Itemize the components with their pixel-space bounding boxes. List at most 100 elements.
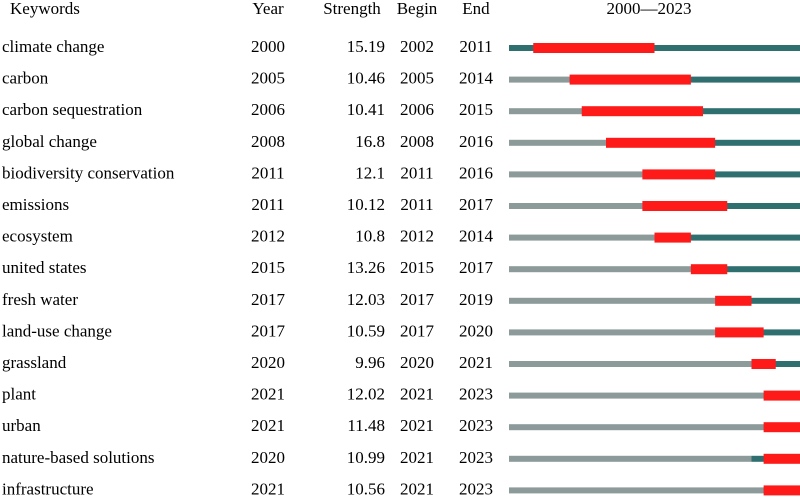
header-year: Year	[252, 0, 284, 18]
begin-value: 2017	[400, 290, 435, 309]
begin-value: 2002	[400, 37, 434, 56]
inactive-segment	[509, 108, 582, 115]
table-row: urban 2021 11.48 2021 2023	[2, 416, 800, 435]
strength-value: 12.02	[347, 385, 385, 404]
active-segment	[715, 297, 800, 304]
table-row: ecosystem 2012 10.8 2012 2014	[2, 227, 800, 246]
strength-value: 10.46	[347, 69, 385, 88]
strength-value: 10.41	[347, 100, 385, 119]
end-value: 2023	[459, 385, 493, 404]
burst-segment	[763, 485, 800, 496]
table-row: carbon 2005 10.46 2005 2014	[2, 69, 800, 88]
keyword-label: fresh water	[2, 290, 78, 309]
year-value: 2015	[251, 258, 285, 277]
burst-segment	[763, 390, 800, 401]
strength-value: 15.19	[347, 37, 385, 56]
year-value: 2020	[251, 353, 285, 372]
year-value: 2006	[251, 100, 285, 119]
inactive-segment	[509, 76, 570, 83]
end-value: 2023	[459, 479, 493, 498]
strength-value: 10.59	[347, 321, 385, 340]
end-value: 2017	[459, 258, 494, 277]
end-value: 2014	[459, 227, 494, 246]
begin-value: 2021	[400, 479, 434, 498]
begin-value: 2011	[400, 195, 433, 214]
keyword-label: carbon	[2, 69, 49, 88]
table-row: grassland 2020 9.96 2020 2021	[2, 353, 800, 372]
strength-value: 13.26	[347, 258, 385, 277]
year-value: 2021	[251, 479, 285, 498]
end-value: 2020	[459, 321, 493, 340]
table-row: fresh water 2017 12.03 2017 2019	[2, 290, 800, 309]
year-value: 2017	[251, 290, 286, 309]
inactive-segment	[509, 203, 643, 209]
begin-value: 2008	[400, 132, 434, 151]
table-row: united states 2015 13.26 2015 2017	[2, 258, 800, 277]
end-value: 2011	[459, 37, 492, 56]
keyword-label: plant	[2, 385, 36, 404]
strength-value: 11.48	[347, 416, 385, 435]
header-keywords: Keywords	[10, 0, 80, 18]
year-value: 2021	[251, 416, 285, 435]
year-value: 2000	[251, 37, 285, 56]
end-value: 2021	[459, 353, 493, 372]
strength-value: 12.03	[347, 290, 385, 309]
keyword-label: climate change	[2, 37, 104, 56]
begin-value: 2021	[400, 385, 434, 404]
table-row: emissions 2011 10.12 2011 2017	[2, 195, 800, 214]
burst-segment	[642, 169, 716, 180]
inactive-segment	[509, 139, 606, 146]
inactive-segment	[509, 455, 752, 462]
strength-value: 16.8	[355, 132, 385, 151]
inactive-segment	[509, 392, 764, 399]
begin-value: 2017	[400, 321, 435, 340]
begin-value: 2005	[400, 69, 434, 88]
table-row: climate change 2000 15.19 2002 2011	[2, 37, 800, 56]
end-value: 2023	[459, 416, 493, 435]
end-value: 2014	[459, 69, 494, 88]
burst-segment	[751, 359, 776, 369]
begin-value: 2011	[400, 163, 433, 182]
begin-value: 2006	[400, 100, 434, 119]
end-value: 2016	[459, 163, 493, 182]
year-value: 2011	[251, 163, 284, 182]
table-row: global change 2008 16.8 2008 2016	[2, 132, 800, 151]
table-row: land-use change 2017 10.59 2017 2020	[2, 321, 800, 340]
burst-segment	[763, 422, 800, 433]
table-row: biodiversity conservation 2011 12.1 2011 201…	[2, 163, 800, 182]
keyword-label: land-use change	[2, 321, 112, 340]
inactive-segment	[509, 329, 716, 336]
year-value: 2011	[251, 195, 284, 214]
table-row: carbon sequestration 2006 10.41 2006 2015	[2, 100, 800, 119]
keyword-label: emissions	[2, 195, 69, 214]
burst-segment	[569, 74, 691, 85]
keyword-label: infrastructure	[2, 479, 94, 498]
end-value: 2016	[459, 132, 493, 151]
year-value: 2021	[251, 385, 285, 404]
keyword-label: biodiversity conservation	[2, 163, 175, 182]
begin-value: 2012	[400, 227, 434, 246]
strength-value: 10.12	[347, 195, 385, 214]
keyword-label: grassland	[2, 353, 67, 372]
begin-value: 2020	[400, 353, 434, 372]
burst-segment	[715, 327, 764, 338]
begin-value: 2021	[400, 416, 434, 435]
end-value: 2019	[459, 290, 493, 309]
table-row: infrastructure 2021 10.56 2021 2023	[2, 479, 800, 498]
burst-segment	[581, 106, 703, 117]
keyword-label: global change	[2, 132, 97, 151]
burst-segment	[606, 137, 716, 148]
active-segment	[642, 171, 800, 178]
end-value: 2023	[459, 448, 493, 467]
active-segment	[690, 266, 800, 273]
strength-value: 10.56	[347, 479, 385, 498]
header-row: Keywords Year Strength Begin End 2000—20…	[10, 0, 692, 18]
header-end: End	[462, 0, 490, 18]
inactive-segment	[509, 487, 764, 494]
header-timeline: 2000—2023	[607, 0, 692, 18]
inactive-segment	[509, 361, 752, 367]
keyword-label: urban	[2, 416, 41, 435]
strength-value: 10.8	[355, 227, 385, 246]
inactive-segment	[509, 234, 655, 241]
